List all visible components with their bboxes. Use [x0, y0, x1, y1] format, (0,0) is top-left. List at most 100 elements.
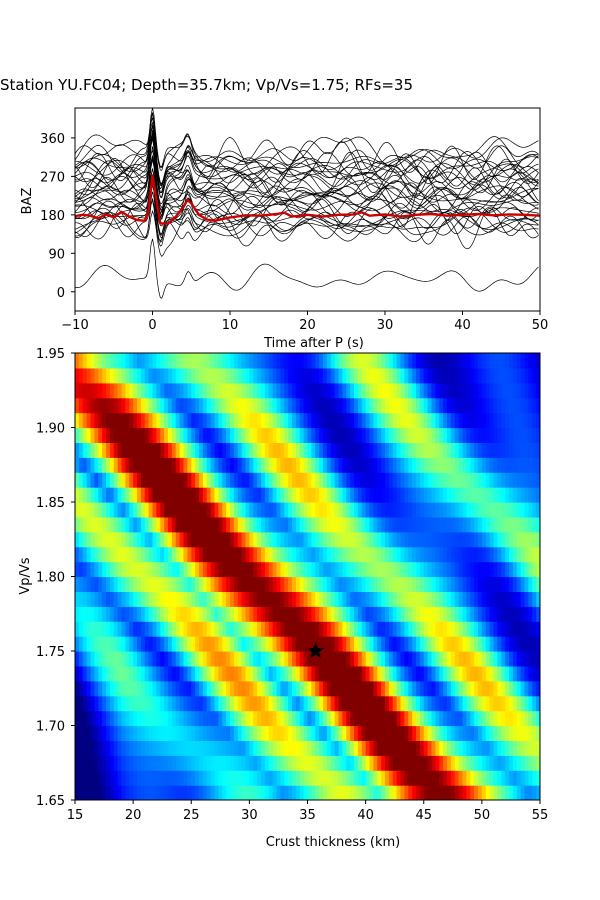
- heatmap-cell: [315, 531, 320, 548]
- heatmap-cell: [156, 636, 161, 652]
- heatmap-cell: [385, 755, 390, 771]
- heatmap-cell: [354, 561, 359, 578]
- heatmap-cell: [202, 725, 208, 741]
- heatmap-cell: [392, 382, 398, 399]
- heatmap-cell: [245, 367, 250, 384]
- heatmap-cell: [474, 442, 479, 458]
- heatmap-cell: [117, 665, 123, 682]
- heatmap-cell: [249, 740, 254, 756]
- heatmap-cell: [78, 427, 84, 443]
- heatmap-cell: [226, 382, 231, 399]
- heatmap-cell: [416, 546, 421, 563]
- heatmap-cell: [385, 576, 390, 592]
- heatmap-cell: [408, 695, 413, 712]
- heatmap-cell: [323, 516, 328, 533]
- hk-y-label: Vp/Vs: [18, 557, 33, 594]
- heatmap-cell: [233, 516, 239, 533]
- heatmap-cell: [152, 651, 157, 667]
- hk-y-tick-label: 1.95: [36, 347, 65, 362]
- heatmap-cell: [516, 531, 522, 548]
- heatmap-cell: [516, 502, 522, 518]
- heatmap-cell: [264, 367, 270, 384]
- heatmap-cell: [206, 472, 212, 488]
- heatmap-cell: [462, 576, 467, 592]
- heatmap-cell: [307, 651, 312, 667]
- heatmap-cell: [369, 353, 374, 369]
- heatmap-cell: [253, 665, 258, 682]
- heatmap-cell: [458, 576, 464, 592]
- heatmap-cell: [90, 755, 95, 771]
- heatmap-cell: [292, 636, 297, 652]
- heatmap-cell: [470, 397, 475, 414]
- heatmap-cell: [361, 606, 367, 622]
- heatmap-cell: [276, 770, 281, 786]
- heatmap-cell: [485, 680, 491, 697]
- heatmap-cell: [481, 710, 487, 727]
- heatmap-cell: [478, 606, 483, 622]
- heatmap-cell: [423, 382, 429, 399]
- heatmap-cell: [98, 621, 103, 637]
- heatmap-cell: [129, 367, 134, 384]
- heatmap-cell: [226, 725, 231, 741]
- heatmap-cell: [450, 755, 456, 771]
- heatmap-cell: [292, 412, 297, 429]
- heatmap-cell: [171, 546, 177, 563]
- heatmap-cell: [346, 695, 351, 712]
- heatmap-cell: [195, 621, 200, 637]
- heatmap-cell: [218, 576, 223, 592]
- heatmap-cell: [388, 740, 394, 756]
- heatmap-cell: [129, 710, 134, 727]
- heatmap-cell: [524, 785, 529, 800]
- heatmap-cell: [133, 621, 138, 637]
- heatmap-cell: [272, 472, 278, 488]
- heatmap-cell: [524, 725, 529, 741]
- heatmap-cell: [512, 382, 518, 399]
- heatmap-cell: [206, 397, 212, 414]
- heatmap-cell: [106, 695, 111, 712]
- heatmap-cell: [505, 502, 510, 518]
- heatmap-cell: [404, 636, 409, 652]
- heatmap-cell: [191, 740, 196, 756]
- heatmap-cell: [86, 725, 92, 741]
- heatmap-cell: [419, 740, 425, 756]
- heatmap-cell: [261, 755, 266, 771]
- heatmap-cell: [206, 382, 212, 399]
- heatmap-cell: [179, 502, 185, 518]
- heatmap-cell: [98, 710, 103, 727]
- heatmap-cell: [261, 546, 266, 563]
- rf-trace: [75, 168, 539, 218]
- heatmap-cell: [400, 591, 405, 607]
- heatmap-cell: [133, 770, 138, 786]
- heatmap-cell: [532, 680, 537, 697]
- heatmap-cell: [385, 680, 390, 697]
- heatmap-cell: [140, 502, 146, 518]
- heatmap-cell: [140, 487, 146, 503]
- heatmap-cell: [505, 487, 510, 503]
- heatmap-cell: [171, 621, 177, 637]
- heatmap-cell: [156, 412, 161, 429]
- heatmap-cell: [377, 487, 382, 503]
- heatmap-cell: [509, 457, 514, 473]
- heatmap-cell: [350, 487, 355, 503]
- heatmap-cell: [109, 665, 115, 682]
- heatmap-cell: [299, 367, 305, 384]
- heatmap-cell: [532, 695, 537, 712]
- heatmap-cell: [381, 472, 386, 488]
- heatmap-cell: [435, 621, 440, 637]
- heatmap-cell: [272, 695, 278, 712]
- heatmap-cell: [295, 770, 301, 786]
- heatmap-cell: [206, 442, 212, 458]
- heatmap-cell: [276, 442, 281, 458]
- heatmap-cell: [113, 546, 119, 563]
- heatmap-cell: [454, 516, 460, 533]
- heatmap-cell: [338, 725, 343, 741]
- heatmap-cell: [113, 606, 119, 622]
- heatmap-cell: [94, 472, 99, 488]
- heatmap-cell: [140, 457, 146, 473]
- heatmap-cell: [307, 442, 312, 458]
- heatmap-cell: [202, 382, 208, 399]
- heatmap-cell: [168, 353, 173, 369]
- heatmap-cell: [179, 755, 185, 771]
- heatmap-cell: [148, 665, 154, 682]
- heatmap-cell: [195, 353, 200, 369]
